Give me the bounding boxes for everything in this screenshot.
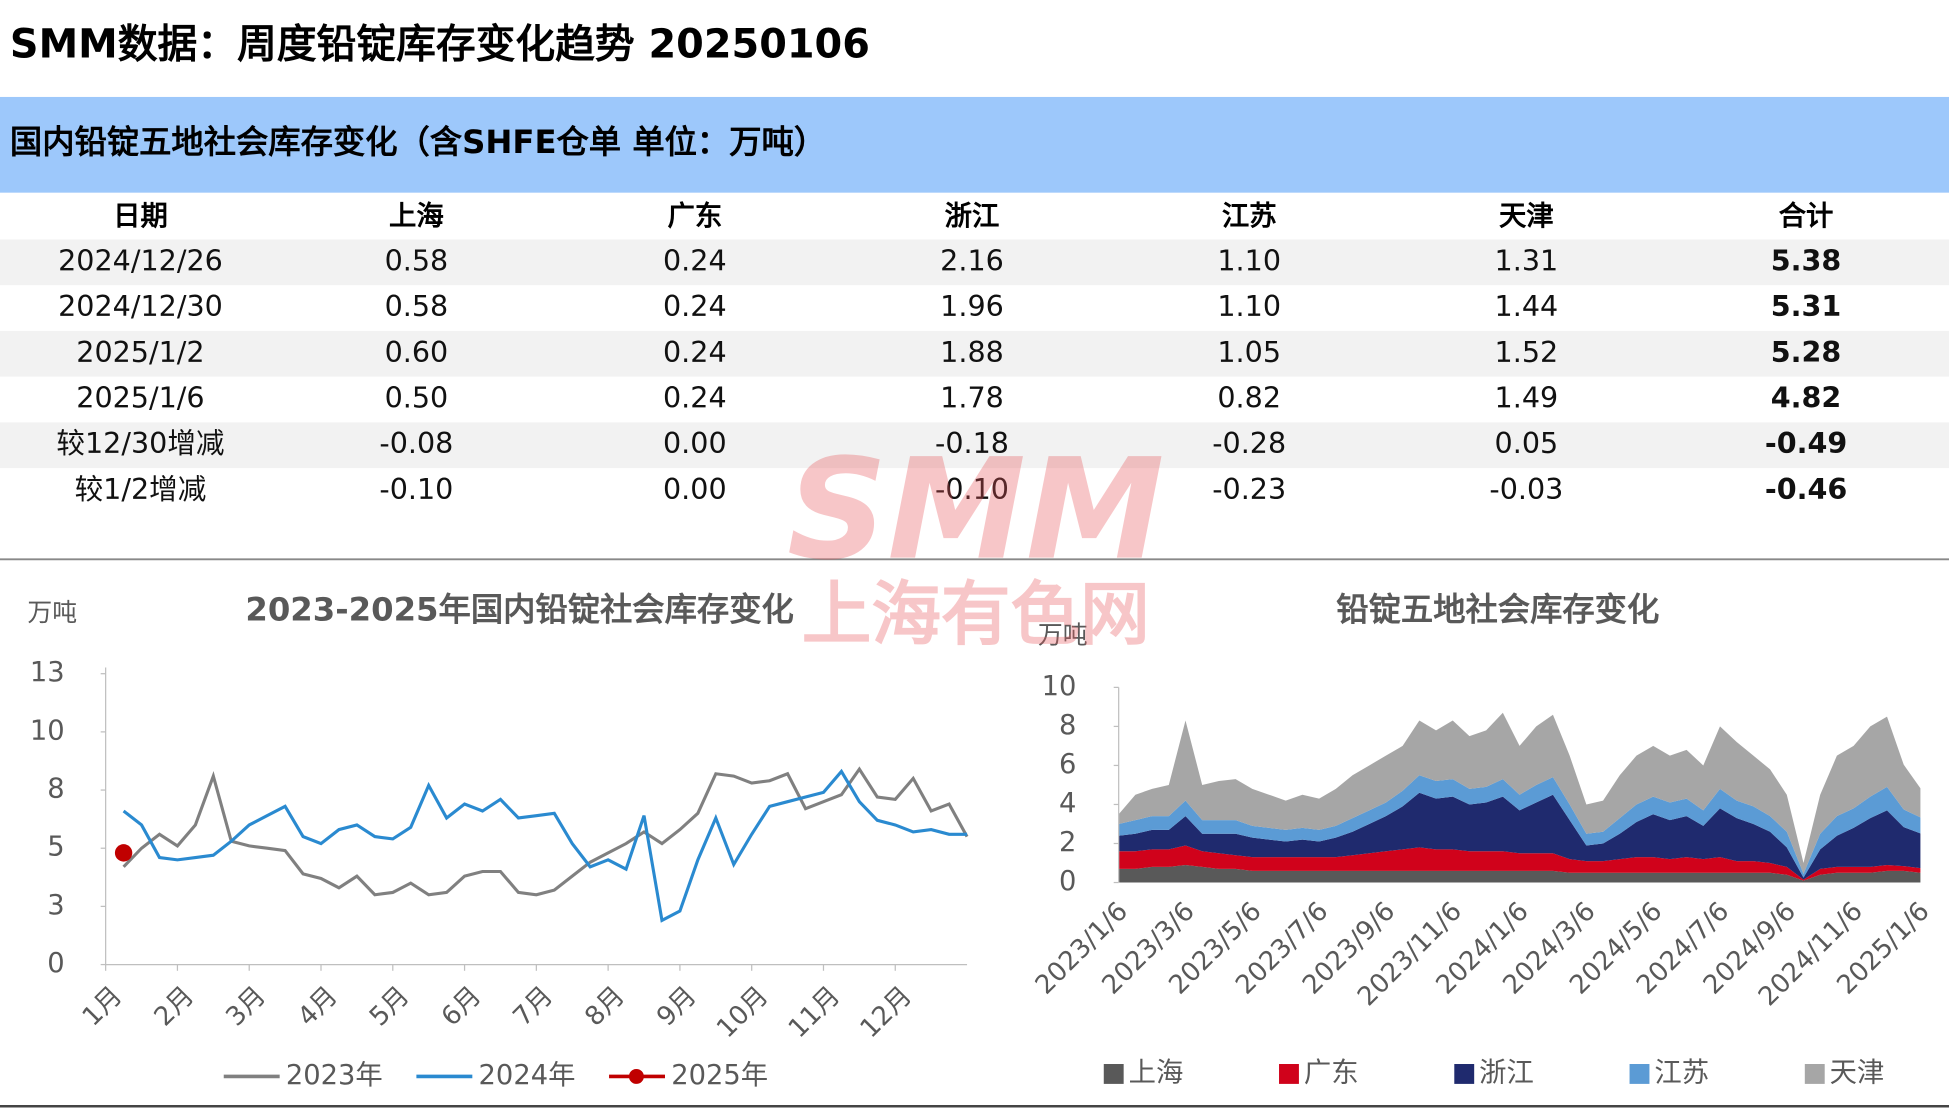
- table-cell: 0.60: [385, 335, 449, 369]
- table-cell: 4.82: [1771, 381, 1842, 415]
- line-series: [122, 766, 969, 897]
- table-header: 日期: [113, 201, 168, 232]
- table-cell: 0.58: [385, 289, 449, 323]
- table-cell: 1.31: [1495, 243, 1559, 277]
- table-cell: 5.31: [1771, 289, 1842, 323]
- watermark-logo: SMM: [787, 429, 1164, 591]
- legend-label: 2025年: [671, 1060, 768, 1091]
- y-tick-label: 8: [47, 774, 64, 805]
- area-series: [1118, 845, 1921, 881]
- table-cell: 0.58: [385, 243, 449, 277]
- table-cell: 较12/30增减: [56, 426, 224, 460]
- table-header: 广东: [668, 200, 723, 232]
- area-series: [1118, 792, 1921, 880]
- legend-label: 2023年: [286, 1060, 383, 1091]
- table-cell: 2.16: [940, 243, 1004, 277]
- table-cell: 1.96: [940, 289, 1004, 323]
- table-header: 天津: [1499, 200, 1554, 232]
- y-tick-label: 8: [1059, 710, 1076, 741]
- table-cell: -0.28: [1212, 426, 1286, 460]
- legend-label: 广东: [1304, 1057, 1359, 1088]
- table-cell: 1.52: [1495, 335, 1559, 369]
- table-header: 江苏: [1222, 201, 1277, 232]
- table-cell: -0.08: [379, 426, 453, 460]
- table-cell: 0.82: [1217, 381, 1281, 415]
- table-cell: 2025/1/2: [76, 335, 204, 369]
- table-cell: -0.10: [379, 472, 453, 506]
- table-cell: 2025/1/6: [76, 381, 204, 415]
- table-cell: 1.10: [1217, 243, 1281, 277]
- y-tick-label: 2: [1059, 827, 1076, 858]
- area-series: [1118, 864, 1921, 883]
- area-series: [1118, 775, 1921, 878]
- y-tick-label: 5: [47, 832, 64, 863]
- y-tick-label: 13: [30, 657, 65, 688]
- table-cell: 1.05: [1217, 335, 1281, 369]
- legend-label: 浙江: [1479, 1057, 1534, 1088]
- table-header: 浙江: [945, 201, 1000, 232]
- table-row-stripe: [0, 422, 1949, 469]
- y-tick-label: 10: [1042, 671, 1077, 702]
- table-row-stripe: [0, 330, 1949, 377]
- table-header: 合计: [1779, 200, 1834, 232]
- legend-swatch: [1804, 1064, 1825, 1084]
- chart-title: 2023-2025年国内铅锭社会库存变化: [245, 591, 793, 629]
- table-cell: 5.38: [1771, 243, 1842, 277]
- table-cell: 1.78: [940, 381, 1004, 415]
- table-cell: 0.00: [663, 426, 727, 460]
- y-tick-label: 10: [30, 715, 65, 746]
- table-cell: 1.44: [1495, 289, 1559, 323]
- table-cell: 5.28: [1771, 335, 1842, 369]
- legend-swatch: [1279, 1064, 1299, 1084]
- legend-label: 上海: [1129, 1057, 1184, 1088]
- y-tick-label: 3: [47, 890, 64, 921]
- table-cell: 0.24: [663, 381, 727, 415]
- y-axis-unit: 万吨: [1038, 620, 1088, 649]
- table-cell: 0.24: [663, 289, 727, 323]
- legend-label: 2024年: [479, 1060, 576, 1091]
- table-row-stripe: [0, 239, 1949, 286]
- legend-swatch: [1454, 1064, 1475, 1084]
- legend-label: 天津: [1830, 1057, 1885, 1088]
- table-cell: 1.88: [940, 335, 1004, 369]
- y-tick-label: 0: [47, 948, 64, 979]
- table-cell: 0.00: [663, 472, 727, 506]
- table-cell: -0.23: [1212, 472, 1286, 506]
- table-cell: 1.10: [1217, 289, 1281, 323]
- line-series: [122, 768, 968, 923]
- table-cell: 2024/12/26: [58, 243, 223, 277]
- table-cell: 1.49: [1495, 381, 1559, 415]
- chart-title: 铅锭五地社会库存变化: [1336, 591, 1659, 629]
- table-cell: 2024/12/30: [58, 289, 223, 323]
- y-tick-label: 0: [1059, 866, 1076, 897]
- y-axis-unit: 万吨: [27, 598, 77, 627]
- table-cell: -0.49: [1765, 426, 1847, 460]
- table-cell: 0.05: [1495, 426, 1559, 460]
- table-cell: 0.50: [385, 381, 449, 415]
- legend-swatch: [1103, 1064, 1124, 1084]
- table-cell: -0.10: [935, 472, 1009, 506]
- legend-label: 江苏: [1654, 1057, 1709, 1088]
- page-title: SMM数据：周度铅锭库存变化趋势 20250106: [10, 22, 870, 68]
- table-cell: -0.18: [935, 426, 1009, 460]
- point: [114, 844, 133, 862]
- watermark-text: 上海有色网: [802, 574, 1150, 655]
- y-tick-label: 4: [1059, 788, 1076, 819]
- legend-swatch: [1629, 1064, 1650, 1084]
- area-series: [1118, 712, 1921, 874]
- table-cell: 较1/2增减: [75, 472, 207, 506]
- y-tick-label: 6: [1059, 749, 1076, 780]
- table-cell: -0.03: [1489, 472, 1563, 506]
- legend-marker: [628, 1068, 644, 1084]
- table-cell: -0.46: [1765, 472, 1847, 506]
- table-header: 上海: [389, 201, 444, 232]
- table-title: 国内铅锭五地社会库存变化（含SHFE仓单 单位：万吨）: [10, 123, 826, 161]
- table-cell: 0.24: [663, 243, 727, 277]
- table-cell: 0.24: [663, 335, 727, 369]
- table-stripes: [0, 239, 1949, 469]
- table-title-band: [0, 96, 1949, 193]
